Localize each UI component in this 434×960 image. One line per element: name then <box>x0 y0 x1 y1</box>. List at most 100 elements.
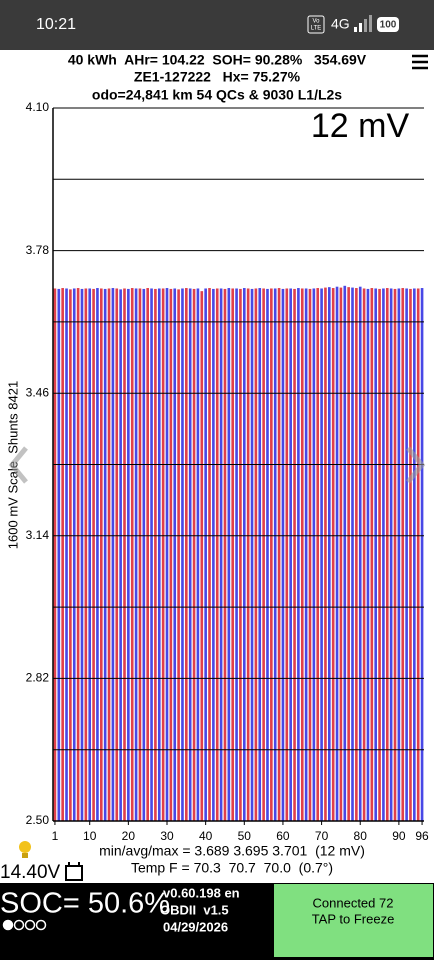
bar <box>165 288 169 822</box>
x-tick-label: 1 <box>52 829 59 843</box>
bar <box>157 288 161 821</box>
bar <box>246 288 250 821</box>
bar <box>227 288 231 822</box>
stats: min/avg/max = 3.689 3.695 3.701 (12 mV) <box>99 843 365 859</box>
bar <box>405 288 408 821</box>
bar <box>72 288 76 821</box>
bar <box>115 288 119 821</box>
bar <box>177 289 180 821</box>
bar <box>130 288 134 822</box>
bar <box>123 288 126 821</box>
bar <box>362 288 366 821</box>
header-line: 40 kWh AHr= 104.22 SOH= 90.28% 354.69V <box>68 52 367 68</box>
x-tick-label: 80 <box>354 829 368 843</box>
prev-arrow[interactable] <box>8 446 28 484</box>
bar <box>389 288 393 821</box>
bar <box>169 288 173 822</box>
x-tick-label: 40 <box>199 829 213 843</box>
button-label: Connected 72 <box>313 895 394 910</box>
bar <box>316 288 320 822</box>
bar <box>192 288 196 822</box>
bar <box>142 288 146 822</box>
bar <box>92 288 95 822</box>
bar <box>188 288 192 821</box>
volte: LTE <box>311 26 322 32</box>
bar <box>111 288 115 822</box>
bar <box>219 288 223 821</box>
bar <box>127 288 130 822</box>
obd-version: OBDII v1.5 <box>160 902 229 917</box>
x-tick-label: 60 <box>276 829 290 843</box>
header-line: ZE1-127222 Hx= 75.27% <box>134 69 301 85</box>
y-tick-label: 3.46 <box>26 385 50 399</box>
bar <box>69 289 72 821</box>
clock: 10:21 <box>36 16 76 33</box>
y-tick-label: 2.50 <box>26 813 50 827</box>
bar <box>409 288 412 822</box>
date: 04/29/2026 <box>163 919 228 934</box>
bar <box>289 288 292 821</box>
bar <box>196 288 200 821</box>
bar <box>146 288 149 822</box>
bar <box>200 291 204 822</box>
network: 4G <box>331 16 350 32</box>
volte-box <box>307 15 325 34</box>
bar <box>61 288 64 822</box>
header-line: odo=24,841 km 54 QCs & 9030 L1/L2s <box>92 87 342 103</box>
bar <box>397 288 401 821</box>
y-tick-label: 4.10 <box>26 100 50 114</box>
bar <box>258 288 262 822</box>
y-tick-label: 3.78 <box>26 243 50 257</box>
bar <box>88 288 92 821</box>
bar <box>204 288 207 821</box>
bar <box>181 288 184 821</box>
freeze-button[interactable]: Connected 72 TAP to Freeze <box>274 884 433 957</box>
bar <box>173 288 177 821</box>
bar <box>107 288 111 821</box>
bar <box>416 288 420 821</box>
bar <box>382 288 385 821</box>
bar <box>393 288 397 822</box>
bar <box>150 288 153 821</box>
annotation: 12 mV <box>311 107 410 145</box>
bar <box>385 288 389 822</box>
version: v0.60.198 en <box>163 885 240 900</box>
bar <box>208 288 211 822</box>
chart: 2.50 2.82 3.14 3.46 3.78 4.10 1 10 20 30 40 50 60 70 8… <box>26 100 429 843</box>
bar <box>57 288 61 822</box>
bar <box>358 286 362 821</box>
next-arrow[interactable] <box>406 446 426 484</box>
bar <box>53 288 57 821</box>
bar <box>312 288 316 821</box>
bar <box>65 288 68 821</box>
bar <box>413 288 416 821</box>
bar <box>331 288 335 822</box>
x-tick-label: 70 <box>315 829 329 843</box>
bar <box>250 288 254 822</box>
bar <box>297 288 300 822</box>
bar <box>285 288 289 821</box>
volte: Vo <box>312 19 320 25</box>
signal-icon <box>354 15 372 32</box>
bulb-icon <box>19 841 31 858</box>
bar <box>281 288 285 822</box>
temperature: Temp F = 70.3 70.7 70.0 (0.7°) <box>131 860 333 876</box>
bar <box>154 288 157 822</box>
page-dots <box>2 919 47 931</box>
bar <box>401 288 405 822</box>
bar <box>324 287 327 821</box>
bar <box>134 288 138 821</box>
bar <box>277 288 281 822</box>
bar <box>420 288 424 822</box>
bar <box>300 288 304 821</box>
bar <box>242 288 246 822</box>
soc: SOC= 50.6% <box>0 888 170 920</box>
bar <box>254 288 258 821</box>
bar <box>266 288 269 822</box>
bar <box>103 288 107 822</box>
menu-button[interactable] <box>412 54 428 70</box>
bar <box>366 288 370 822</box>
bar <box>355 288 358 822</box>
button-label: TAP to Freeze <box>312 911 395 926</box>
bar <box>96 288 99 822</box>
